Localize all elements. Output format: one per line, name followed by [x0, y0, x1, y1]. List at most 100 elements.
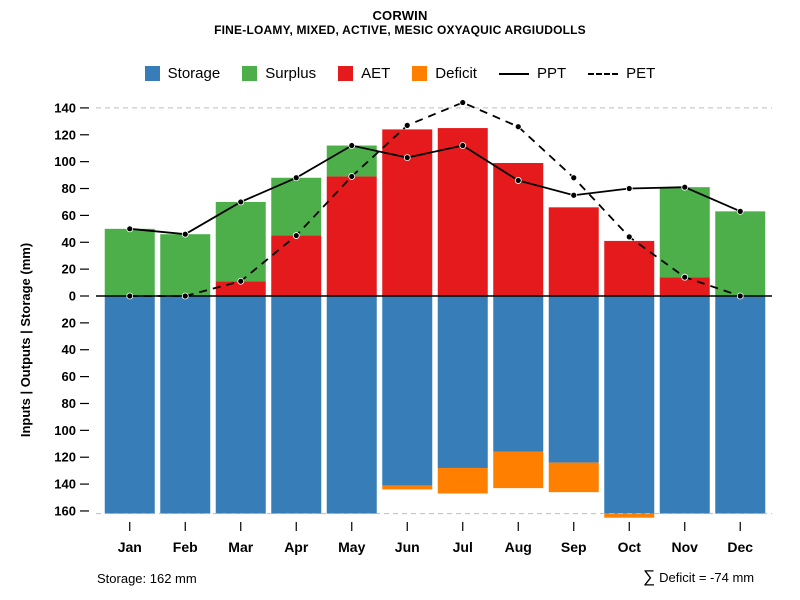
- y-tick-label: 100: [54, 154, 76, 169]
- chart-subtitle: FINE-LOAMY, MIXED, ACTIVE, MESIC OXYAQUI…: [214, 23, 586, 37]
- aet-bar: [604, 240, 655, 296]
- month-label: Oct: [618, 539, 642, 555]
- storage-bar: [715, 296, 766, 514]
- month-label: Dec: [727, 539, 753, 555]
- ppt-line-sample-icon: [498, 72, 529, 75]
- month-label: Jul: [453, 539, 473, 555]
- legend: Storage Surplus AET Deficit PPT PET: [0, 65, 800, 82]
- ppt-line: [129, 144, 741, 236]
- ppt-point: [459, 142, 467, 149]
- aet-swatch: [338, 66, 354, 81]
- pet-line-sample-icon: [588, 72, 619, 75]
- storage-bar: [271, 296, 322, 514]
- y-tick-label: 60: [62, 369, 76, 384]
- month-label: Nov: [672, 539, 699, 555]
- pet-point: [570, 174, 578, 182]
- pet-point: [625, 233, 633, 241]
- storage-capacity-note: Storage: 162 mm: [97, 571, 197, 586]
- aet-bar: [548, 207, 599, 296]
- month-label: Jan: [118, 539, 142, 555]
- y-tick-label: 40: [62, 235, 76, 250]
- legend-label-surplus: Surplus: [265, 65, 317, 82]
- storage-bar: [493, 296, 544, 452]
- ppt-point: [625, 185, 633, 192]
- deficit-total-note: ∑ Deficit = -74 mm: [643, 568, 754, 585]
- y-tick-label: 20: [62, 315, 76, 330]
- y-tick-label: 100: [54, 423, 76, 438]
- ppt-point: [570, 191, 578, 199]
- deficit-bar: [493, 451, 544, 489]
- pet-point: [681, 273, 689, 281]
- ppt-point: [681, 183, 689, 191]
- legend-label-aet: AET: [361, 65, 391, 82]
- deficit-bar: [604, 513, 655, 518]
- legend-item-surplus: Surplus: [242, 65, 316, 82]
- y-tick-label: 140: [54, 477, 76, 492]
- ppt-point: [126, 225, 134, 233]
- pet-point: [514, 123, 522, 131]
- legend-label-pet: PET: [626, 65, 656, 82]
- ppt-point: [237, 198, 245, 206]
- y-tick-label: 0: [69, 289, 76, 304]
- deficit-total-text: Deficit = -74 mm: [659, 570, 755, 585]
- legend-item-storage: Storage: [144, 65, 221, 82]
- legend-label-deficit: Deficit: [435, 65, 477, 82]
- pet-point: [292, 232, 300, 239]
- ppt-point: [348, 142, 356, 149]
- surplus-bar: [715, 211, 766, 296]
- y-tick-label: 140: [54, 100, 76, 115]
- surplus-bar: [215, 201, 266, 282]
- ppt-point: [514, 177, 522, 184]
- storage-bar: [104, 296, 155, 514]
- legend-item-aet: AET: [338, 65, 390, 82]
- storage-bar: [659, 296, 710, 514]
- deficit-bar: [548, 462, 599, 493]
- water-balance-plot: 140 120 100 80 60 40 20 0 20 40 60 80 100 120 140 160 Ja…: [18, 99, 772, 555]
- storage-bar: [382, 296, 433, 486]
- storage-bar: [326, 296, 377, 514]
- pet-point: [348, 173, 356, 180]
- surplus-bar: [659, 187, 710, 278]
- legend-item-pet: PET: [588, 65, 655, 82]
- y-tick-label: 160: [54, 503, 76, 518]
- ppt-point: [292, 174, 300, 182]
- surplus-bar: [104, 228, 155, 296]
- surplus-swatch: [242, 66, 258, 81]
- storage-bar: [160, 296, 211, 514]
- aet-bar: [326, 176, 377, 296]
- month-label: Jun: [395, 539, 420, 555]
- month-label: Sep: [561, 539, 587, 555]
- month-label: Mar: [228, 539, 253, 555]
- y-axis-title: Inputs | Outputs | Storage (mm): [18, 243, 33, 437]
- pet-point: [736, 292, 744, 300]
- summation-icon: ∑: [643, 567, 656, 586]
- ppt-point: [736, 207, 744, 215]
- legend-label-ppt: PPT: [536, 65, 567, 82]
- legend-label-storage: Storage: [167, 65, 221, 82]
- aet-bar: [271, 235, 322, 296]
- pet-point: [237, 277, 245, 285]
- deficit-bar: [437, 467, 488, 494]
- deficit-bar: [382, 485, 433, 490]
- storage-bar: [437, 296, 488, 468]
- pet-point: [126, 292, 134, 300]
- y-tick-label: 120: [54, 450, 76, 465]
- y-tick-label: 20: [62, 262, 76, 277]
- month-label: Feb: [173, 539, 198, 555]
- pet-point: [181, 292, 189, 300]
- y-tick-label: 80: [62, 396, 76, 411]
- ppt-point: [403, 154, 411, 162]
- storage-bar: [215, 296, 266, 514]
- pet-point: [459, 99, 467, 106]
- aet-bar: [437, 128, 488, 296]
- month-label: May: [338, 539, 365, 555]
- pet-line: [129, 101, 741, 297]
- chart-title: CORWIN: [372, 8, 428, 23]
- y-tick-label: 80: [62, 181, 76, 196]
- storage-bar: [604, 296, 655, 514]
- ppt-point: [181, 230, 189, 238]
- legend-item-deficit: Deficit: [412, 65, 477, 82]
- storage-swatch: [144, 66, 160, 81]
- deficit-swatch: [412, 66, 428, 81]
